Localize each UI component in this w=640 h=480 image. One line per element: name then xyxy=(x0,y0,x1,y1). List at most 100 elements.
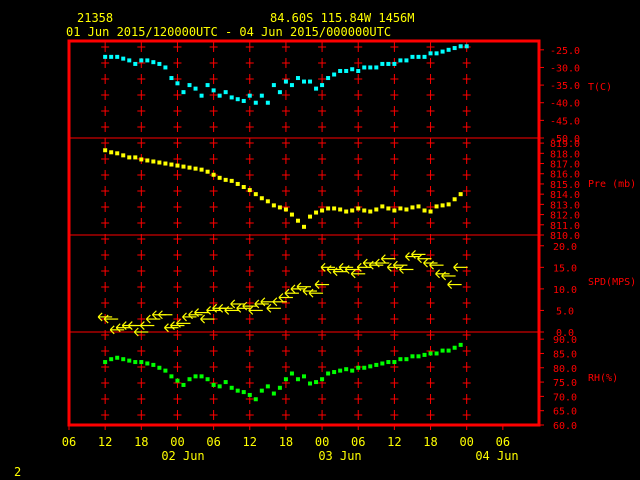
data-point xyxy=(223,380,228,385)
x-tick-label: 18 xyxy=(134,435,148,449)
x-tick-label: 06 xyxy=(206,435,220,449)
data-point xyxy=(133,155,138,160)
wind-barb xyxy=(326,265,342,274)
data-point xyxy=(368,209,373,214)
data-point xyxy=(241,98,246,103)
data-point xyxy=(247,188,252,193)
wind-barb xyxy=(392,260,408,270)
wind-barb xyxy=(260,297,275,307)
station-id: 21358 xyxy=(77,11,113,25)
data-point xyxy=(277,90,282,95)
wind-barb xyxy=(356,262,372,272)
data-point xyxy=(362,65,367,70)
wind-barb xyxy=(453,262,468,272)
data-point xyxy=(247,93,252,98)
y-tick-label: 85.0 xyxy=(553,349,577,360)
data-point xyxy=(398,58,403,63)
y-tick-label: 818.0 xyxy=(550,149,580,160)
data-point xyxy=(211,382,216,387)
data-point xyxy=(127,358,132,363)
y-tick-label: 70.0 xyxy=(553,392,577,403)
data-point xyxy=(193,86,198,91)
data-point xyxy=(181,382,186,387)
data-point xyxy=(289,83,294,88)
data-point xyxy=(229,178,234,183)
wind-barb xyxy=(374,258,390,268)
data-point xyxy=(446,47,451,52)
wind-barb xyxy=(447,280,462,290)
wind-barb xyxy=(206,306,221,315)
panel-label: RH(%) xyxy=(588,373,618,384)
data-point xyxy=(440,49,445,54)
data-point xyxy=(259,388,264,393)
wind-barb xyxy=(338,262,354,272)
data-point xyxy=(241,390,246,395)
data-point xyxy=(229,95,234,100)
data-point xyxy=(338,368,343,373)
y-tick-label: 811.0 xyxy=(550,221,580,232)
data-point xyxy=(440,348,445,353)
data-point xyxy=(368,364,373,369)
data-point xyxy=(446,202,451,207)
data-point xyxy=(404,207,409,212)
data-point xyxy=(253,192,258,197)
y-tick-label: 60.0 xyxy=(553,421,577,432)
data-point xyxy=(404,357,409,362)
data-point xyxy=(368,65,373,70)
wind-barb xyxy=(344,265,360,274)
data-point xyxy=(175,378,180,383)
data-point xyxy=(326,76,331,81)
x-tick-label: 12 xyxy=(243,435,257,449)
wind-barb xyxy=(411,249,426,259)
y-tick-label: 5.0 xyxy=(556,306,574,317)
data-point xyxy=(235,97,240,102)
data-point xyxy=(187,377,192,382)
data-point xyxy=(295,218,300,223)
data-point xyxy=(434,351,439,356)
x-tick-label: 00 xyxy=(170,435,184,449)
x-tick-labels: 06 12 18 00 06 12 18 00 06 12 18 00 06 xyxy=(62,425,510,449)
y-tick-label: 814.0 xyxy=(550,190,580,201)
data-point xyxy=(338,68,343,73)
data-point xyxy=(302,224,306,229)
wind-barb xyxy=(188,310,203,320)
wind-barb xyxy=(97,312,113,322)
wind-barb xyxy=(176,318,191,328)
data-point xyxy=(211,88,216,93)
wind-barb xyxy=(230,299,245,309)
data-point xyxy=(151,60,156,65)
data-point xyxy=(452,345,457,350)
data-point xyxy=(356,68,361,73)
wind-barb xyxy=(236,303,251,313)
data-point xyxy=(115,355,120,360)
data-point xyxy=(386,206,391,211)
wind-barb xyxy=(380,254,396,264)
data-point xyxy=(163,368,168,373)
data-point xyxy=(350,368,355,373)
y-tick-labels: -25.0 -30.0 -35.0 -40.0 -45.0 -50.0819.0818.0… xyxy=(539,46,580,432)
data-point xyxy=(314,380,319,385)
wind-barb xyxy=(320,262,336,272)
data-point xyxy=(253,100,258,105)
data-point xyxy=(259,196,264,201)
station-location: 84.60S 115.84W 1456M xyxy=(270,11,415,25)
data-marks xyxy=(97,44,469,402)
wind-barb xyxy=(368,260,384,270)
data-point xyxy=(157,61,162,66)
data-point xyxy=(458,44,463,49)
data-point xyxy=(422,54,427,59)
data-point xyxy=(428,351,433,356)
data-point xyxy=(362,208,367,213)
data-point xyxy=(139,157,144,162)
data-point xyxy=(103,360,108,365)
data-point xyxy=(145,58,150,63)
data-point xyxy=(326,206,331,211)
y-tick-label: 65.0 xyxy=(553,407,577,418)
data-point xyxy=(392,208,397,213)
data-point xyxy=(103,54,108,59)
data-point xyxy=(398,357,403,362)
wind-barb xyxy=(248,306,263,315)
data-point xyxy=(127,58,132,63)
data-point xyxy=(416,204,421,209)
data-point xyxy=(271,391,276,396)
